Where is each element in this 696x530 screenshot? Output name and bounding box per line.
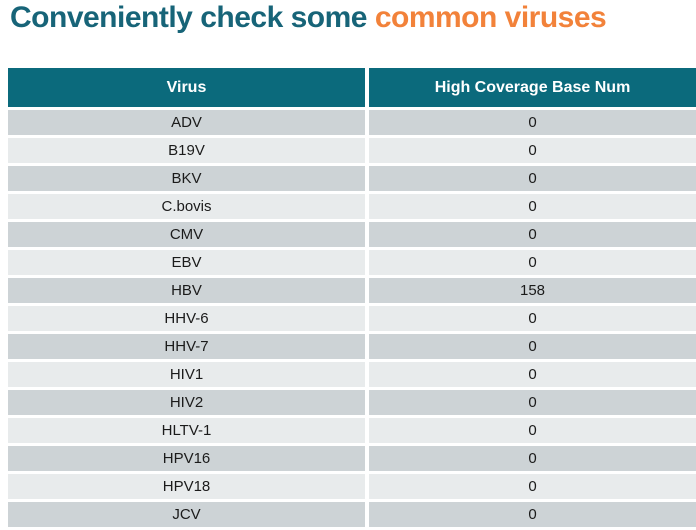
column-header-high-coverage-base-num: High Coverage Base Num [369,68,696,107]
virus-name-cell: C.bovis [8,194,365,219]
virus-name-cell: HPV16 [8,446,365,471]
virus-name-cell: HBV [8,278,365,303]
title-highlight-text: common viruses [374,1,607,34]
title-primary-text: Conveniently check some [10,1,367,34]
virus-name-cell: HIV1 [8,362,365,387]
coverage-value-cell: 0 [369,166,696,191]
coverage-value-cell: 0 [369,502,696,527]
coverage-value-cell: 0 [369,418,696,443]
coverage-value-cell: 0 [369,222,696,247]
coverage-value-cell: 0 [369,446,696,471]
virus-name-cell: B19V [8,138,365,163]
virus-name-cell: HPV18 [8,474,365,499]
coverage-value-cell: 0 [369,390,696,415]
virus-name-cell: HLTV-1 [8,418,365,443]
coverage-value-cell: 0 [369,306,696,331]
virus-name-cell: CMV [8,222,365,247]
virus-name-cell: BKV [8,166,365,191]
coverage-value-cell: 0 [369,362,696,387]
virus-name-cell: ADV [8,110,365,135]
coverage-value-cell: 0 [369,250,696,275]
column-header-virus: Virus [8,68,365,107]
coverage-value-cell: 0 [369,194,696,219]
virus-name-cell: JCV [8,502,365,527]
coverage-value-cell: 0 [369,138,696,163]
virus-name-cell: HHV-6 [8,306,365,331]
coverage-value-cell: 0 [369,110,696,135]
virus-name-cell: EBV [8,250,365,275]
coverage-value-cell: 0 [369,334,696,359]
page-title: Conveniently check some common viruses [10,1,607,35]
virus-name-cell: HHV-7 [8,334,365,359]
virus-name-cell: HIV2 [8,390,365,415]
coverage-value-cell: 0 [369,474,696,499]
coverage-value-cell: 158 [369,278,696,303]
virus-coverage-table: Virus High Coverage Base Num ADV 0 B19V 0 BK… [8,68,696,527]
